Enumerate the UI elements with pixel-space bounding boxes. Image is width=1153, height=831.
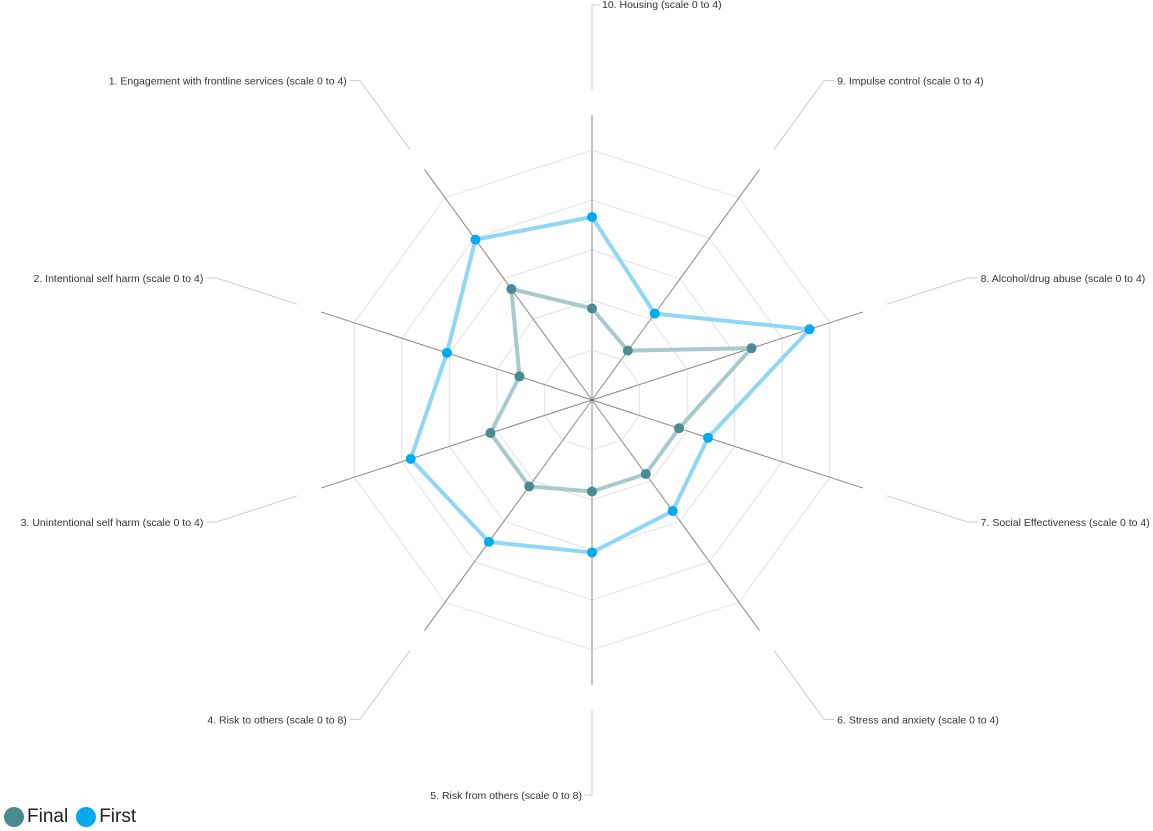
axis-label-leader: [584, 710, 593, 796]
data-point-first[interactable]: [483, 536, 494, 547]
data-point-final[interactable]: [674, 423, 685, 434]
legend-item-first[interactable]: First: [76, 806, 136, 828]
radar-axes: [320, 115, 864, 685]
chart-legend: Final First: [4, 806, 144, 828]
axis-label-leader: [886, 277, 978, 305]
data-point-final[interactable]: [587, 486, 597, 497]
axis-label-leader: [349, 650, 411, 721]
data-point-final[interactable]: [587, 303, 597, 314]
axis-label: 8. Alcohol/drug abuse (scale 0 to 4): [981, 273, 1146, 285]
radar-axis-labels: 10. Housing (scale 0 to 4) 9. Impulse con…: [21, 0, 1150, 802]
axis-label-leader: [591, 4, 600, 90]
axis-label: 4. Risk to others (scale 0 to 8): [207, 715, 346, 727]
axis-spoke: [424, 169, 593, 401]
legend-swatch-first: [76, 807, 97, 827]
axis-spoke: [591, 399, 760, 631]
data-point-final[interactable]: [640, 469, 651, 480]
data-point-final[interactable]: [524, 481, 535, 492]
data-point-first[interactable]: [587, 212, 597, 222]
data-point-first[interactable]: [703, 432, 714, 443]
axis-spoke: [424, 399, 593, 631]
data-point-first[interactable]: [470, 234, 481, 245]
axis-label: 5. Risk from others (scale 0 to 8): [430, 790, 582, 802]
legend-item-final[interactable]: Final: [4, 806, 68, 828]
axis-label: 2. Intentional self harm (scale 0 to 4): [33, 273, 203, 285]
axis-label-leader: [886, 495, 978, 523]
axis-spoke: [591, 399, 864, 489]
data-point-first[interactable]: [804, 324, 815, 335]
data-point-first[interactable]: [587, 547, 597, 558]
axis-spoke: [320, 399, 593, 489]
data-point-final[interactable]: [746, 343, 757, 354]
data-point-final[interactable]: [514, 371, 525, 382]
axis-spoke: [591, 169, 760, 401]
radar-series: [405, 212, 815, 558]
data-point-first[interactable]: [667, 506, 678, 517]
axis-label: 9. Impulse control (scale 0 to 4): [837, 75, 983, 87]
data-point-final[interactable]: [622, 345, 633, 356]
data-point-final[interactable]: [506, 283, 517, 294]
data-point-first[interactable]: [441, 347, 452, 358]
data-point-final[interactable]: [485, 427, 496, 438]
axis-label-leader: [206, 277, 298, 305]
legend-label-first: First: [99, 806, 137, 827]
axis-label-leader: [773, 650, 835, 721]
axis-label-leader: [773, 79, 835, 150]
axis-spoke: [320, 311, 593, 401]
axis-label-leader: [349, 79, 411, 150]
axis-label: 7. Social Effectiveness (scale 0 to 4): [981, 517, 1150, 529]
axis-label-leader: [206, 495, 298, 523]
data-point-first[interactable]: [405, 453, 416, 464]
legend-swatch-final: [4, 807, 24, 827]
axis-label: 6. Stress and anxiety (scale 0 to 4): [837, 715, 999, 727]
axis-label: 3. Unintentional self harm (scale 0 to 4…: [21, 517, 204, 529]
data-point-first[interactable]: [649, 308, 660, 319]
series-line-first: [408, 215, 812, 555]
axis-label: 1. Engagement with frontline services (s…: [109, 75, 347, 87]
axis-spoke: [591, 311, 864, 401]
legend-label-final: Final: [27, 806, 69, 827]
axis-label: 10. Housing (scale 0 to 4): [602, 0, 722, 11]
